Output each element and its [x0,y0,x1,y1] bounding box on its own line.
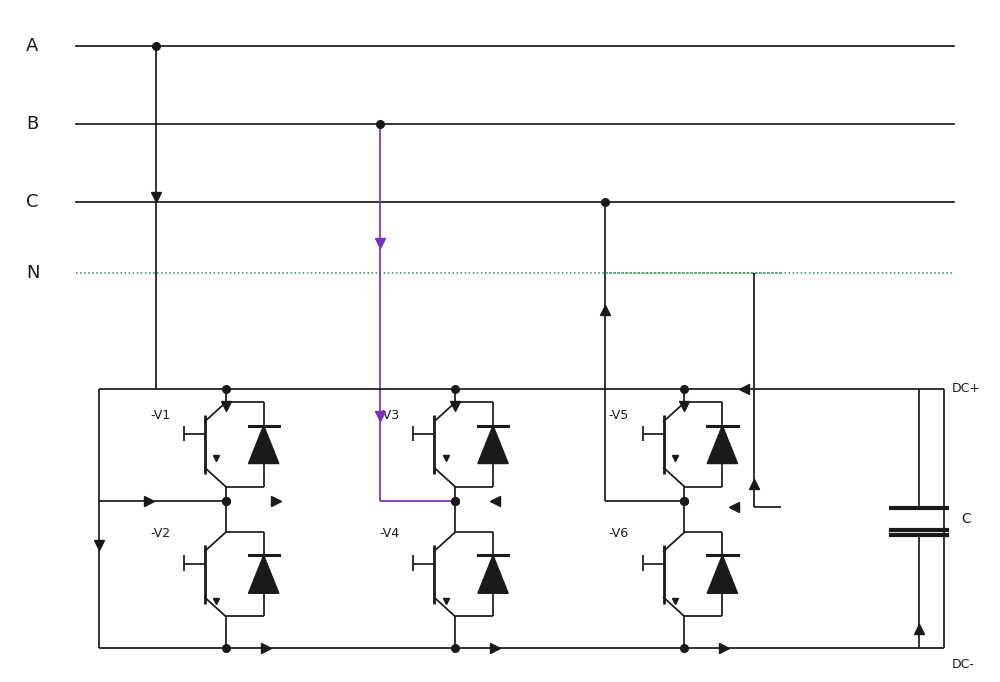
Text: A: A [26,37,39,55]
Text: DC-: DC- [952,659,975,672]
Text: C: C [962,512,971,526]
Text: N: N [26,264,40,282]
Text: -V3: -V3 [379,409,399,421]
Text: -V6: -V6 [609,527,629,540]
Polygon shape [707,426,738,464]
Polygon shape [249,555,279,593]
Polygon shape [478,426,508,464]
Polygon shape [478,555,508,593]
Text: B: B [26,115,39,132]
Text: -V5: -V5 [609,409,629,421]
Text: -V2: -V2 [150,527,170,540]
Text: -V1: -V1 [150,409,170,421]
Text: C: C [26,193,39,211]
Polygon shape [249,426,279,464]
Text: -V4: -V4 [379,527,399,540]
Text: DC+: DC+ [952,382,981,395]
Polygon shape [707,555,738,593]
